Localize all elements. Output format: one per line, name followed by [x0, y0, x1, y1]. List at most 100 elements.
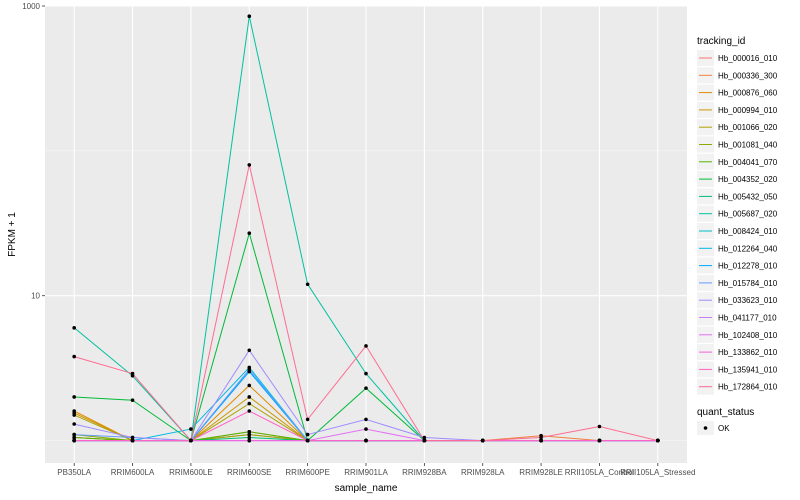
- legend-item: Hb_015784_010: [697, 274, 778, 291]
- legend-item: Hb_135941_010: [697, 361, 778, 378]
- legend-label: Hb_001081_040: [718, 141, 778, 150]
- legend: tracking_id Hb_000016_010Hb_000336_300Hb…: [697, 36, 778, 435]
- legend-quant-title: quant_status: [697, 407, 754, 418]
- data-point: [597, 438, 602, 443]
- legend-quant-item: OK: [697, 421, 730, 435]
- legend-quant-label: OK: [718, 424, 730, 433]
- data-point: [480, 438, 485, 443]
- legend-item: Hb_033623_010: [697, 292, 778, 309]
- legend-label: Hb_005687_020: [718, 210, 778, 219]
- legend-item: Hb_001081_040: [697, 136, 778, 153]
- legend-item: Hb_001066_020: [697, 119, 778, 136]
- data-point: [247, 163, 252, 167]
- x-axis: PB350LA RRIM600LA RRIM600LE RRIM600SE RRIM60…: [57, 463, 695, 477]
- data-point: [247, 231, 252, 236]
- data-point: [305, 432, 310, 437]
- data-point: [539, 438, 543, 443]
- data-point: [597, 424, 602, 429]
- data-point: [247, 409, 252, 413]
- series-points: [72, 14, 660, 443]
- data-point: [247, 432, 252, 437]
- data-point: [72, 413, 76, 417]
- legend-item: Hb_012264_040: [697, 240, 778, 257]
- legend-label: Hb_000994_010: [718, 106, 778, 115]
- legend-label: Hb_135941_010: [718, 365, 778, 374]
- legend-item: Hb_005687_020: [697, 205, 778, 222]
- x-tick-label: RRIM600LE: [169, 468, 213, 477]
- x-tick-label: RRIM600PE: [285, 468, 329, 477]
- data-point: [364, 386, 368, 390]
- data-point: [247, 438, 252, 443]
- x-tick-label: RRIM901LA: [344, 468, 388, 477]
- data-point: [305, 417, 310, 422]
- data-point: [364, 371, 368, 376]
- x-tick-label: RRIM928LE: [519, 468, 563, 477]
- legend-label: Hb_005432_050: [718, 192, 778, 201]
- legend-item: Hb_004352_020: [697, 171, 778, 188]
- x-tick-label: RRII105LA_Control: [565, 468, 635, 477]
- data-point: [130, 371, 135, 376]
- data-point: [130, 438, 135, 443]
- data-point: [422, 435, 427, 440]
- data-point: [247, 367, 252, 372]
- data-point: [364, 427, 368, 431]
- data-point: [656, 438, 660, 443]
- y-tick-label: 1000: [22, 2, 40, 11]
- x-tick-label: RRIM600LA: [111, 468, 155, 477]
- legend-item: Hb_000876_060: [697, 84, 778, 101]
- legend-item: Hb_000994_010: [697, 101, 778, 118]
- data-point: [422, 438, 427, 443]
- legend-item: Hb_012278_010: [697, 257, 778, 274]
- legend-item: Hb_000016_010: [697, 50, 778, 66]
- data-point: [364, 417, 368, 422]
- data-point: [247, 401, 252, 406]
- legend-item: Hb_000336_300: [697, 67, 778, 84]
- data-point: [72, 326, 76, 330]
- data-point: [72, 422, 76, 426]
- data-point: [247, 435, 252, 440]
- legend-label: Hb_172864_010: [718, 383, 778, 392]
- y-tick-label: 10: [31, 292, 40, 301]
- legend-item: Hb_172864_010: [697, 378, 778, 395]
- legend-item: Hb_133862_010: [697, 344, 778, 361]
- data-point: [72, 438, 76, 443]
- data-point: [305, 282, 310, 287]
- data-point: [247, 348, 252, 353]
- legend-label: Hb_001066_020: [718, 123, 778, 132]
- data-point: [247, 383, 252, 388]
- x-tick-label: RRII105LA_Stressed: [620, 468, 695, 477]
- data-point: [72, 395, 76, 399]
- legend-label: Hb_012264_040: [718, 244, 778, 253]
- x-tick-label: PB350LA: [57, 468, 91, 477]
- legend-label: Hb_033623_010: [718, 296, 778, 305]
- legend-label: Hb_102408_010: [718, 331, 778, 340]
- legend-item: Hb_005432_050: [697, 188, 778, 205]
- data-point: [305, 438, 310, 443]
- data-point: [247, 429, 252, 434]
- data-point: [189, 427, 193, 431]
- y-axis-title: FPKM + 1: [7, 212, 18, 257]
- legend-item: Hb_008424_010: [697, 223, 778, 239]
- data-point: [72, 435, 76, 440]
- x-tick-label: RRIM928LA: [461, 468, 505, 477]
- data-point: [247, 14, 252, 19]
- legend-item: Hb_004041_070: [697, 153, 778, 170]
- legend-item: Hb_102408_010: [697, 326, 778, 343]
- legend-label: Hb_004352_020: [718, 175, 778, 184]
- data-point: [130, 435, 135, 440]
- legend-label: Hb_015784_010: [718, 279, 778, 288]
- data-point: [539, 435, 543, 440]
- legend-label: Hb_004041_070: [718, 158, 778, 167]
- legend-label: Hb_041177_010: [718, 314, 777, 323]
- data-point: [364, 344, 368, 348]
- legend-quant-point: [703, 426, 708, 430]
- legend-label: Hb_000876_060: [718, 89, 778, 98]
- y-axis: 10 1000: [22, 2, 45, 301]
- data-point: [247, 395, 252, 399]
- data-point: [130, 398, 135, 402]
- x-tick-label: RRIM928BA: [402, 468, 447, 477]
- legend-label: Hb_000016_010: [718, 54, 778, 63]
- x-tick-label: RRIM600SE: [227, 468, 271, 477]
- legend-label: Hb_000336_300: [718, 71, 778, 80]
